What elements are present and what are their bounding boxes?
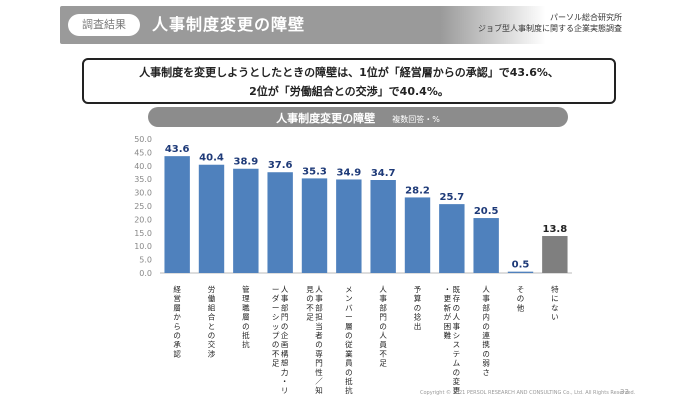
bar-5 <box>301 178 328 273</box>
value-label: 0.5 <box>512 260 530 271</box>
category-label: 管理職層の抵抗 <box>242 284 250 349</box>
value-label: 38.9 <box>233 157 258 168</box>
bar-10 <box>473 218 499 273</box>
y-tick-label: 15.0 <box>134 229 152 238</box>
value-label: 35.3 <box>302 166 327 177</box>
y-tick-label: 50.0 <box>134 135 152 144</box>
bar-1 <box>164 156 190 273</box>
y-tick-label: 25.0 <box>134 202 152 211</box>
bar-4 <box>267 172 293 273</box>
organization-info: パーソル総合研究所 ジョブ型人事制度に関する企業実態調査 <box>478 12 622 34</box>
bar-7 <box>370 180 396 273</box>
value-label: 28.2 <box>405 185 430 196</box>
value-label: 43.6 <box>165 144 190 155</box>
y-tick-label: 30.0 <box>134 189 152 198</box>
summary-callout: 人事制度を変更しようとしたときの障壁は、1位が「経営層からの承認」で43.6%、… <box>82 58 616 104</box>
category-label: メンバー層の従業員の抵抗 <box>345 285 353 395</box>
category-label: 予算の捻出 <box>414 285 422 331</box>
category-label: 経営層からの承認 <box>173 284 181 358</box>
org-name: パーソル総合研究所 <box>550 13 622 22</box>
value-label: 40.4 <box>199 153 224 164</box>
copyright-footer: Copyright © 2021 PERSOL RESEARCH AND CON… <box>420 390 636 396</box>
section-badge: 調査結果 <box>68 14 140 36</box>
category-label: 労働組合との交渉 <box>208 284 216 358</box>
bar-8 <box>404 197 431 273</box>
bar-11 <box>507 271 534 273</box>
bar-12 <box>542 236 568 273</box>
y-tick-label: 20.0 <box>134 215 152 224</box>
category-label: 人事部門の人員不足 <box>379 285 387 368</box>
category-label: 人事部内の連携の弱さ <box>482 285 490 377</box>
bar-9 <box>439 204 465 273</box>
y-tick-label: 40.0 <box>134 162 152 171</box>
y-tick-label: 45.0 <box>134 148 152 157</box>
y-tick-label: 35.0 <box>134 175 152 184</box>
summary-line-1: 人事制度を変更しようとしたときの障壁は、1位が「経営層からの承認」で43.6%、 <box>139 66 559 79</box>
value-label: 34.7 <box>371 168 396 179</box>
category-label: 既存の人事システムの変更・更新が困難 <box>444 285 461 395</box>
page-number: 33 <box>620 388 629 396</box>
header-fade <box>440 6 632 44</box>
value-label: 13.8 <box>542 224 567 235</box>
chart-title: 人事制度変更の障壁 <box>276 112 376 125</box>
bar-2 <box>198 164 225 273</box>
value-label: 25.7 <box>439 192 464 203</box>
header-bar: 調査結果 人事制度変更の障壁 パーソル総合研究所 ジョブ型人事制度に関する企業実… <box>60 6 632 44</box>
y-tick-label: 0.0 <box>139 269 152 278</box>
category-label: 人事部担当者の専門性／知見の不足 <box>306 285 323 395</box>
y-tick-label: 10.0 <box>134 242 152 251</box>
survey-name: ジョブ型人事制度に関する企業実態調査 <box>478 24 622 33</box>
value-label: 34.9 <box>336 167 361 178</box>
bar-6 <box>336 179 362 273</box>
value-label: 37.6 <box>268 160 293 171</box>
y-tick-label: 5.0 <box>139 256 152 265</box>
chart-subtitle: 複数回答・% <box>392 115 440 124</box>
value-label: 20.5 <box>474 206 499 217</box>
chart-title-bar: 人事制度変更の障壁 複数回答・% <box>148 107 568 127</box>
summary-line-2: 2位が「労働組合との交渉」で40.4%。 <box>249 85 449 98</box>
category-label: 特にない <box>551 284 559 322</box>
page-title: 人事制度変更の障壁 <box>152 15 306 34</box>
bar-3 <box>233 168 259 273</box>
category-label: その他 <box>517 285 525 312</box>
category-label: 人事部門の企画構想力・リーダーシップの不足 <box>272 285 289 395</box>
